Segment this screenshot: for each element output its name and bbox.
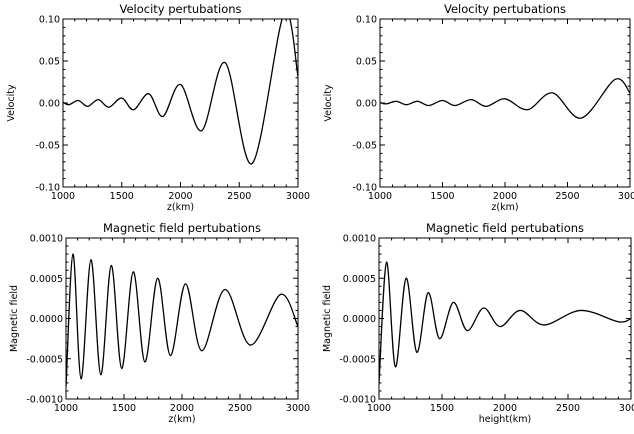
x-tick-label: 1000 — [51, 191, 75, 202]
x-tick-label: 2500 — [555, 191, 579, 202]
y-tick-label: -0.0005 — [339, 354, 376, 365]
y-tick-label: 0.10 — [356, 15, 377, 26]
x-tick-label: 2500 — [556, 403, 580, 414]
x-tick-label: 2000 — [168, 191, 192, 202]
x-tick-label: 3000 — [618, 191, 634, 202]
y-axis-label: Magnetic field — [322, 285, 333, 352]
y-tick-label: 0.00 — [39, 99, 60, 110]
x-tick-label: 3000 — [286, 191, 310, 202]
chart-title: Magnetic field pertubations — [426, 221, 584, 235]
series-line — [379, 261, 631, 383]
y-axis-label: Velocity — [6, 84, 17, 122]
x-tick-label: 1500 — [430, 191, 454, 202]
x-tick-label: 1000 — [368, 191, 392, 202]
x-tick-label: 2500 — [228, 403, 252, 414]
x-tick-label: 1500 — [110, 191, 134, 202]
series-line — [63, 19, 298, 165]
chart-panel-3: 1000 1500 2000 2500 3000 0.0010 0.0005 0.0000 -0… — [9, 221, 310, 425]
y-tick-label: -0.10 — [352, 183, 377, 194]
x-tick-label: 1000 — [367, 403, 391, 414]
y-tick-label: 0.05 — [356, 57, 377, 68]
x-tick-label: 3000 — [619, 403, 634, 414]
chart-panel-1: 1000 1500 2000 2500 3000 0.10 0.05 0.00 -0.05 -0.… — [6, 2, 310, 213]
x-tick-label: 1500 — [112, 403, 136, 414]
x-tick-label: 2000 — [493, 403, 517, 414]
y-tick-label: -0.05 — [35, 141, 60, 152]
y-tick-label: 0.0000 — [343, 314, 376, 325]
y-tick-label: 0.00 — [356, 99, 377, 110]
y-tick-label: 0.0010 — [343, 234, 376, 245]
x-axis-label: z(km) — [168, 414, 195, 425]
x-tick-label: 1000 — [54, 403, 78, 414]
x-tick-label: 3000 — [286, 403, 310, 414]
series-line — [66, 253, 298, 387]
y-axis-label: Velocity — [323, 84, 334, 122]
x-axis-label: z(km) — [167, 202, 194, 213]
y-tick-label: -0.0010 — [26, 395, 63, 406]
y-tick-label: 0.05 — [39, 57, 60, 68]
y-axis-label: Magnetic field — [9, 285, 20, 352]
y-tick-label: 0.0010 — [30, 234, 63, 245]
x-tick-label: 2500 — [227, 191, 251, 202]
series-line — [380, 78, 630, 119]
x-axis-label: height(km) — [479, 414, 531, 425]
chart-panel-4: 1000 1500 2000 2500 3000 0.0010 0.0005 0.0000 -0… — [322, 221, 634, 425]
y-tick-label: -0.0005 — [26, 354, 63, 365]
y-tick-label: 0.10 — [39, 15, 60, 26]
x-axis-label: z(km) — [491, 202, 518, 213]
y-tick-label: -0.0010 — [339, 395, 376, 406]
y-tick-label: 0.0005 — [30, 274, 63, 285]
data-point — [283, 13, 284, 14]
x-tick-label: 2000 — [493, 191, 517, 202]
chart-title: Velocity pertubations — [444, 2, 566, 16]
x-tick-label: 2000 — [170, 403, 194, 414]
y-tick-label: 0.0005 — [343, 274, 376, 285]
y-tick-label: -0.10 — [35, 183, 60, 194]
y-tick-label: 0.0000 — [30, 314, 63, 325]
chart-panel-2: 1000 1500 2000 2500 3000 0.10 0.05 0.00 -0.05 -0.… — [323, 2, 634, 213]
chart-title: Magnetic field pertubations — [103, 221, 261, 235]
chart-title: Velocity pertubations — [119, 2, 241, 16]
x-tick-label: 1500 — [430, 403, 454, 414]
y-tick-label: -0.05 — [352, 141, 377, 152]
